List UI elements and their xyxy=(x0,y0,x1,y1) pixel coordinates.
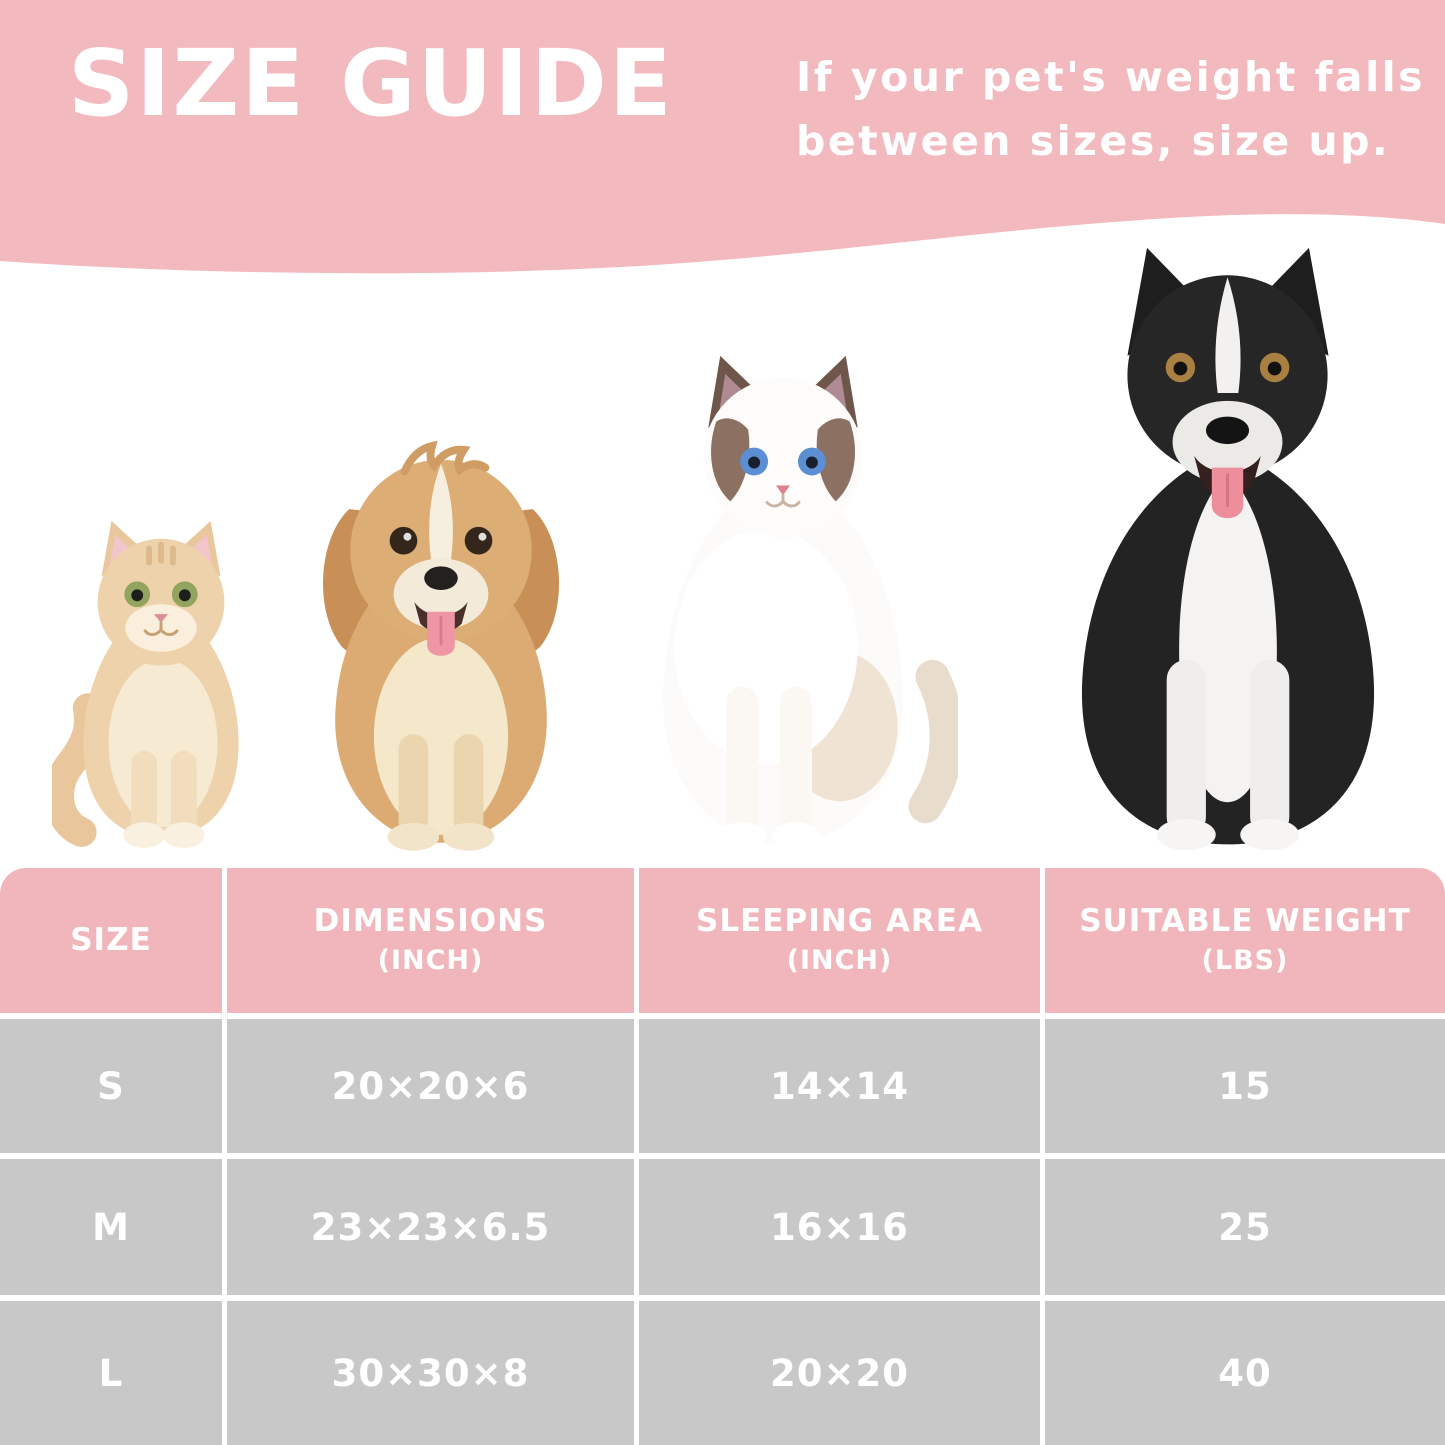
cell-s-sleeping-area: 14×14 xyxy=(639,1019,1040,1153)
ginger-cat-image xyxy=(52,505,270,857)
col-header-suitable-weight-title: SUITABLE WEIGHT xyxy=(1079,903,1411,940)
cell-l-weight: 40 xyxy=(1045,1301,1445,1445)
cell-m-dimensions: 23×23×6.5 xyxy=(227,1159,634,1295)
border-collie-illustration xyxy=(1081,247,1375,851)
tan-puppy-illustration xyxy=(322,440,560,851)
border-collie-image xyxy=(1018,238,1438,866)
size-note: If your pet's weight falls between sizes… xyxy=(796,46,1425,173)
ragdoll-cat-illustration xyxy=(663,355,958,851)
cell-l-dimensions: 30×30×8 xyxy=(227,1301,634,1445)
col-header-sleeping-area-title: SLEEPING AREA xyxy=(696,903,983,940)
col-header-sleeping-area-subtitle: (INCH) xyxy=(786,945,893,977)
col-header-suitable-weight-subtitle: (LBS) xyxy=(1201,945,1289,977)
page-title: SIZE GUIDE xyxy=(68,30,674,137)
ragdoll-cat-image xyxy=(608,338,958,866)
col-header-dimensions-title: DIMENSIONS xyxy=(313,903,548,940)
size-table: SIZE DIMENSIONS (INCH) SLEEPING AREA (IN… xyxy=(0,868,1445,1445)
cell-l-sleeping-area: 20×20 xyxy=(639,1301,1040,1445)
col-header-sleeping-area: SLEEPING AREA (INCH) xyxy=(639,868,1040,1013)
ginger-cat-illustration xyxy=(52,520,239,848)
size-note-line2: between sizes, size up. xyxy=(796,116,1391,165)
tan-puppy-image xyxy=(288,400,594,865)
size-note-line1: If your pet's weight falls xyxy=(796,53,1426,101)
cell-l-size: L xyxy=(0,1301,222,1445)
cell-s-dimensions: 20×20×6 xyxy=(227,1019,634,1153)
cell-m-weight: 25 xyxy=(1045,1159,1445,1295)
col-header-size-title: SIZE xyxy=(70,921,152,958)
pink-wave-banner xyxy=(0,0,1445,274)
cell-s-size: S xyxy=(0,1019,222,1153)
col-header-dimensions-subtitle: (INCH) xyxy=(377,945,484,977)
col-header-suitable-weight: SUITABLE WEIGHT (LBS) xyxy=(1045,868,1445,1013)
col-header-size: SIZE xyxy=(0,868,222,1013)
col-header-dimensions: DIMENSIONS (INCH) xyxy=(227,868,634,1013)
cell-m-sleeping-area: 16×16 xyxy=(639,1159,1040,1295)
cell-s-weight: 15 xyxy=(1045,1019,1445,1153)
cell-m-size: M xyxy=(0,1159,222,1295)
